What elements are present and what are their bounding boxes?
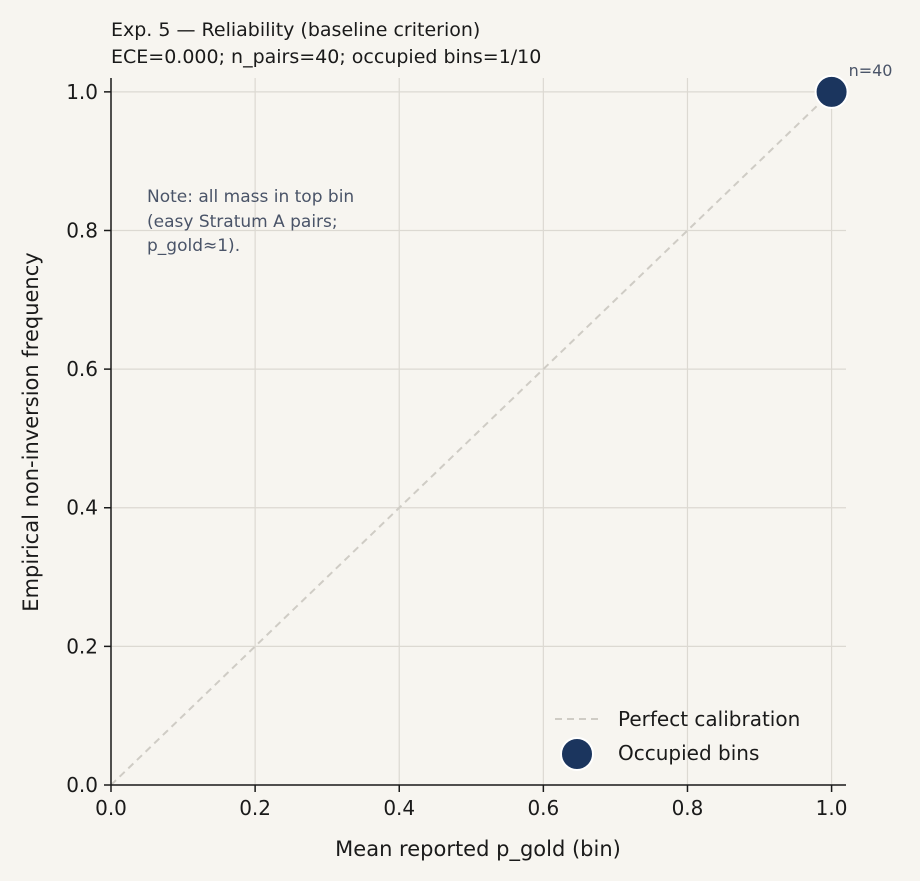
- legend-perfect-calibration-label: Perfect calibration: [618, 707, 800, 731]
- y-tick-label-3: 0.6: [66, 357, 98, 381]
- perfect-calibration-line: [110, 91, 833, 786]
- grid-lines: [110, 78, 846, 786]
- x-axis-label: Mean reported p_gold (bin): [335, 837, 621, 862]
- y-tick-label-1: 0.2: [66, 634, 98, 658]
- y-tick-label-0: 0.0: [66, 773, 98, 797]
- chart-title-line-1: Exp. 5 — Reliability (baseline criterion…: [111, 19, 480, 41]
- occupied-bin-point-0: [814, 74, 849, 109]
- x-tick-label-4: 0.8: [672, 796, 704, 820]
- legend-occupied-bins-label: Occupied bins: [618, 741, 759, 765]
- legend-occupied-bins-swatch: [560, 737, 594, 771]
- chart-title-line-2: ECE=0.000; n_pairs=40; occupied bins=1/1…: [111, 46, 541, 68]
- x-tick-label-0: 0.0: [95, 796, 127, 820]
- y-tick-label-2: 0.4: [66, 496, 98, 520]
- scatter-points: n=40: [814, 61, 893, 109]
- note-line-2: (easy Stratum A pairs;: [147, 212, 338, 232]
- note-line-3: p_gold≈1).: [147, 236, 240, 256]
- x-tick-label-2: 0.4: [383, 796, 415, 820]
- x-tick-label-1: 0.2: [239, 796, 271, 820]
- y-axis-label: Empirical non-inversion frequency: [19, 252, 43, 611]
- note-line-1: Note: all mass in top bin: [147, 187, 354, 207]
- y-axis-ticks: 0.0 0.2 0.4 0.6 0.8 1.0: [66, 80, 111, 797]
- occupied-bin-count-label-0: n=40: [849, 61, 893, 80]
- x-tick-label-3: 0.6: [527, 796, 559, 820]
- diagonal-line-group: [110, 91, 833, 786]
- y-tick-label-5: 1.0: [66, 80, 98, 104]
- x-tick-label-5: 1.0: [816, 796, 848, 820]
- legend: Perfect calibration Occupied bins: [555, 707, 800, 771]
- x-axis-ticks: 0.0 0.2 0.4 0.6 0.8 1.0: [95, 785, 847, 820]
- note-annotation: Note: all mass in top bin (easy Stratum …: [147, 187, 354, 256]
- y-tick-label-4: 0.8: [66, 218, 98, 242]
